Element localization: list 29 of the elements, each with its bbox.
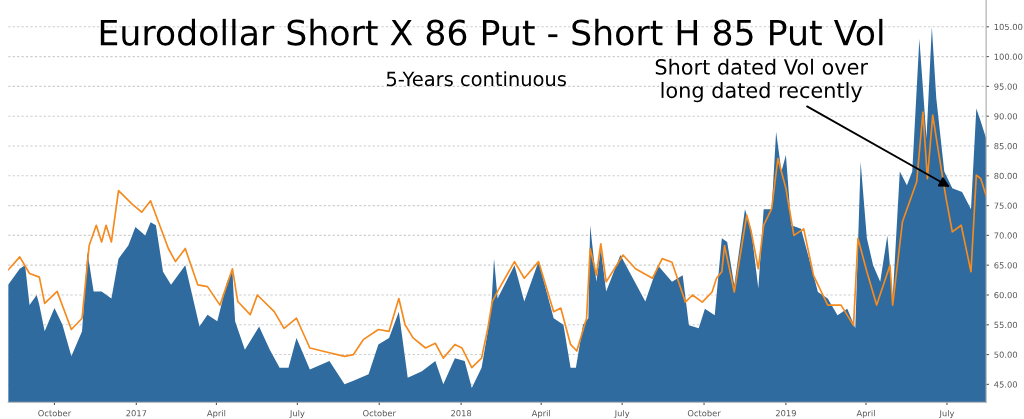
x-tick-label: October — [363, 409, 396, 417]
y-tick-label: 100.00 — [994, 53, 1023, 60]
y-tick-label: 70.00 — [994, 232, 1018, 239]
x-tick-label: April — [206, 409, 226, 418]
chart-title: Eurodollar Short X 86 Put - Short H 85 Put Vol — [100, 18, 883, 46]
x-tick-label: October — [38, 409, 72, 417]
y-tick-label: 95.00 — [994, 83, 1018, 90]
y-tick-label: 75.00 — [994, 202, 1018, 209]
y-tick-label: 45.00 — [994, 381, 1018, 388]
x-tick-label: April — [531, 409, 550, 418]
y-tick-label: 80.00 — [994, 172, 1018, 180]
x-tick-label: April — [856, 409, 875, 418]
y-tick-label: 65.00 — [994, 262, 1018, 269]
line-series — [8, 111, 987, 369]
y-tick-label: 85.00 — [994, 142, 1018, 150]
x-tick-label: 2018 — [451, 410, 472, 417]
annotation: Short dated Vol over long dated recently — [655, 58, 868, 103]
x-tick-label: July — [614, 409, 630, 418]
text: 5-Years continuous — [386, 71, 566, 87]
y-tick-label: 50.00 — [994, 351, 1018, 358]
y-tick-label: 90.00 — [994, 113, 1018, 120]
y-tick-label: 60.00 — [994, 291, 1018, 299]
y-tick-label: 105.00 — [994, 23, 1023, 31]
y-tick-label: 55.00 — [994, 321, 1018, 329]
x-tick-label: October — [687, 409, 721, 417]
x-tick-label: July — [939, 409, 955, 418]
x-tick-label: 2017 — [126, 410, 147, 417]
x-tick-label: July — [289, 409, 305, 418]
x-tick-label: 2019 — [775, 410, 796, 417]
